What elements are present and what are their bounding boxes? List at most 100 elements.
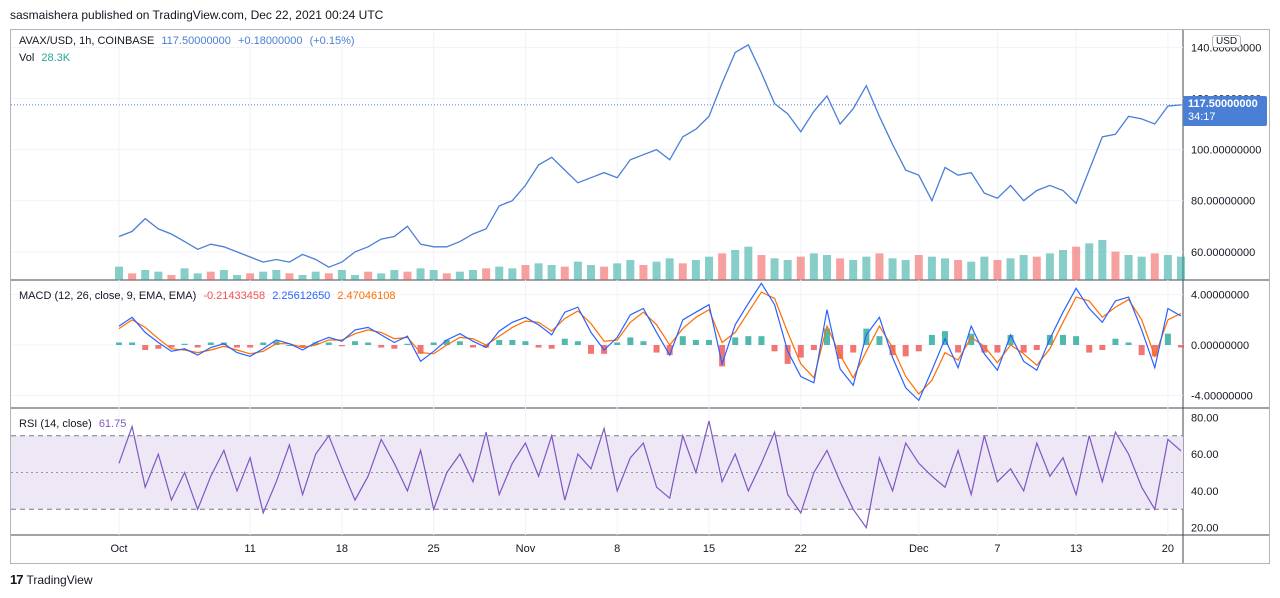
time-tick-label: 8 (614, 543, 620, 555)
volume-bar (875, 253, 884, 280)
macd-histogram-bar (456, 341, 463, 345)
volume-bar (442, 273, 451, 280)
macd-histogram-bar (1112, 338, 1119, 345)
footer-brand[interactable]: TradingView (26, 572, 93, 587)
volume-bar (1019, 255, 1028, 280)
macd-histogram-bar (155, 345, 162, 349)
volume-bar (600, 266, 609, 280)
volume-bar (455, 271, 464, 280)
volume-bar (718, 253, 727, 280)
macd-histogram-bar (299, 345, 306, 348)
volume-bar (888, 258, 897, 280)
time-tick-label: 22 (795, 543, 807, 555)
volume-bar (954, 260, 963, 280)
rsi-value: 61.75 (98, 418, 127, 430)
time-tick-label: 13 (1070, 543, 1082, 555)
macd-histogram-bar (666, 345, 673, 356)
volume-bar (652, 261, 661, 280)
macd-histogram-bar (194, 345, 201, 348)
macd-histogram-bar (260, 342, 267, 345)
macd-histogram-bar (286, 345, 293, 346)
volume-bar (560, 266, 569, 280)
volume-bar (705, 256, 713, 280)
currency-badge[interactable]: USD (1212, 35, 1242, 48)
macd-tick-label: -4.00000000 (1191, 390, 1253, 402)
macd-histogram-bar (928, 334, 935, 345)
macd-histogram-bar (640, 341, 647, 345)
macd-histogram-bar (810, 345, 817, 351)
volume-bar (613, 263, 622, 280)
volume-bar (298, 275, 307, 280)
macd-histogram-bar (1086, 345, 1093, 353)
volume-bar (1072, 246, 1081, 280)
macd-histogram-bar (325, 342, 332, 345)
macd-signal-line (118, 291, 1182, 396)
macd-histogram-bar (417, 345, 424, 354)
volume-bar (796, 256, 805, 280)
macd-histogram-bar (181, 343, 188, 345)
macd-histogram-bar (1164, 333, 1171, 345)
volume-bar (115, 266, 123, 280)
macd-histogram-bar (470, 345, 476, 348)
volume-bar (1124, 255, 1133, 280)
chart-canvas[interactable]: Oct111825Nov81522Dec71320140.00000000120… (11, 30, 1269, 563)
macd-histogram-bar (732, 337, 739, 345)
time-tick-label: 7 (994, 543, 1000, 555)
tradingview-logo-icon: 17 (10, 572, 24, 587)
volume-bar (1111, 251, 1120, 280)
volume-bar (823, 255, 831, 280)
macd-signal-value: 2.47046108 (337, 290, 396, 302)
macd-histogram-bar (692, 339, 699, 345)
macd-histogram-bar (404, 343, 411, 345)
macd-histogram-bar (837, 345, 844, 359)
time-tick-label: 20 (1162, 543, 1174, 555)
volume-bar (626, 260, 635, 280)
volume-bar (364, 271, 373, 280)
macd-histogram-bar (955, 345, 962, 353)
volume-bar (1032, 256, 1041, 280)
macd-histogram-bar (1151, 345, 1158, 357)
macd-histogram-bar (797, 345, 804, 358)
macd-histogram-bar (706, 339, 712, 345)
volume-bar (508, 268, 517, 280)
macd-histogram-bar (1138, 345, 1145, 356)
price-tick-label: 60.00000000 (1191, 247, 1255, 259)
macd-histogram-bar (168, 345, 175, 348)
volume-bar (1045, 253, 1054, 280)
macd-histogram-bar (968, 333, 975, 345)
macd-histogram-bar (1125, 342, 1132, 345)
macd-histogram-bar (365, 342, 372, 345)
volume-bar (206, 271, 215, 280)
volume-bar (416, 268, 425, 280)
rsi-label: RSI (14, close) (19, 418, 92, 430)
volume-bar (219, 270, 228, 280)
volume-bar (233, 275, 241, 280)
last-price-tag: 117.50000000 34:17 (1183, 96, 1267, 126)
macd-histogram-bar (679, 336, 686, 345)
volume-bar (573, 261, 582, 280)
volume-bar (429, 270, 438, 280)
volume-bar (167, 275, 176, 280)
time-tick-label: 15 (703, 543, 715, 555)
volume-bar (587, 265, 595, 280)
volume-bar (521, 265, 530, 280)
macd-histogram-bar (312, 342, 319, 345)
macd-tick-label: 0.00000000 (1191, 340, 1249, 352)
macd-histogram-bar (522, 341, 529, 345)
macd-histogram-bar (509, 339, 516, 345)
macd-histogram-bar (574, 341, 581, 345)
macd-histogram-bar (561, 338, 568, 345)
macd-histogram-bar (994, 345, 1001, 353)
macd-hist-value: -0.21433458 (203, 290, 266, 302)
chart-frame[interactable]: Oct111825Nov81522Dec71320140.00000000120… (10, 29, 1270, 564)
volume-bar (272, 270, 281, 280)
volume-bar (285, 273, 294, 280)
volume-label: Vol (19, 52, 35, 64)
macd-legend: MACD (12, 26, close, 9, EMA, EMA) -0.214… (19, 290, 400, 302)
volume-bar (246, 273, 255, 280)
macd-histogram-bar (548, 345, 555, 349)
volume-bar (311, 271, 320, 280)
macd-histogram-bar (653, 345, 660, 353)
volume-bar (1177, 256, 1185, 280)
macd-histogram-bar (588, 345, 594, 354)
